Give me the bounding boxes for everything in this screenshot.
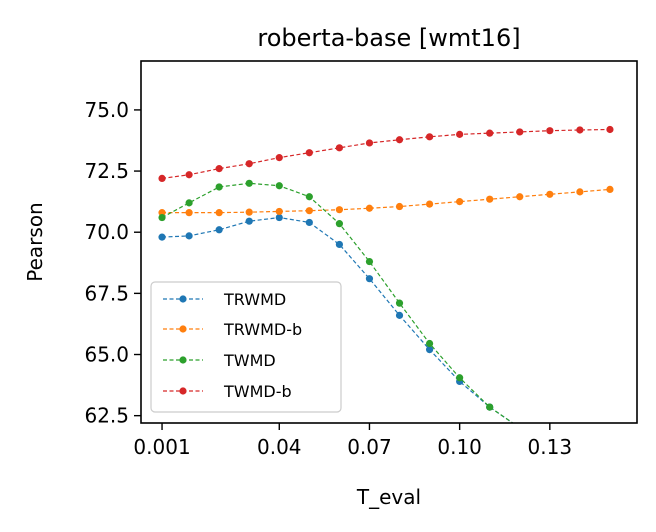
data-point-twmd: [245, 179, 253, 187]
legend-item-twmd-b: TWMD-b: [163, 382, 292, 401]
data-point-twmd-b: [456, 130, 464, 138]
data-point-trwmd: [305, 218, 313, 227]
data-point-twmd: [215, 183, 223, 191]
data-point-trwmd-b: [185, 209, 193, 217]
y-tick-label: 75.0: [84, 98, 129, 122]
x-tick-label: 0.001: [133, 435, 190, 459]
data-point-twmd-b: [606, 125, 614, 134]
data-point-twmd: [456, 374, 464, 382]
data-point-trwmd-b: [576, 188, 584, 196]
series-layer: [158, 125, 614, 466]
y-tick-label: 72.5: [84, 159, 129, 183]
data-point-twmd-b: [365, 139, 374, 147]
data-point-trwmd: [335, 240, 343, 249]
data-point-trwmd-b: [395, 202, 404, 211]
data-point-trwmd: [516, 424, 523, 431]
legend-item-trwmd-b: TRWMD-b: [163, 320, 302, 339]
data-point-trwmd-b: [215, 209, 223, 217]
data-point-twmd: [158, 213, 166, 222]
data-point-twmd-b: [335, 144, 343, 152]
data-point-twmd: [486, 403, 494, 411]
data-point-twmd: [305, 193, 313, 201]
data-point-twmd-b: [425, 133, 434, 141]
data-point-trwmd-b: [335, 206, 343, 214]
legend-label-trwmd: TRWMD: [223, 290, 286, 309]
data-point-twmd: [425, 339, 434, 348]
legend-label-twmd: TWMD: [223, 351, 276, 370]
data-point-trwmd: [185, 232, 193, 240]
data-point-trwmd: [576, 449, 583, 456]
data-point-twmd: [275, 182, 283, 190]
chart-title: roberta-base [wmt16]: [257, 24, 520, 52]
x-axis-ticks: 0.001 0.04 0.07 0.10 0.13: [133, 423, 572, 459]
data-point-trwmd-b: [365, 204, 374, 212]
x-tick-label: 0.07: [347, 435, 392, 459]
data-point-twmd: [185, 199, 193, 207]
legend-label-trwmd-b: TRWMD-b: [223, 320, 302, 339]
plot-frame: [140, 60, 638, 424]
x-axis-label: T_eval: [356, 485, 421, 509]
data-point-trwmd: [425, 346, 434, 354]
series-line-twmd: [161, 182, 514, 423]
data-point-twmd: [335, 220, 343, 228]
data-point-trwmd-b: [305, 207, 313, 215]
data-point-trwmd: [245, 217, 253, 225]
data-point-trwmd-b: [486, 195, 494, 203]
data-point-trwmd-b: [606, 185, 614, 194]
data-point-twmd: [576, 449, 583, 456]
data-point-twmd-b: [158, 174, 166, 183]
data-point-trwmd-b: [245, 208, 253, 216]
data-point-trwmd: [606, 459, 613, 466]
data-point-trwmd: [395, 311, 404, 319]
data-point-twmd-b: [516, 128, 524, 136]
y-tick-label: 70.0: [84, 220, 129, 244]
legend-label-twmd-b: TWMD-b: [223, 382, 292, 401]
x-tick-label: 0.04: [257, 435, 302, 459]
y-axis-ticks: 62.5 65.0 67.5 70.0 72.5 75.0: [84, 98, 141, 428]
legend-item-twmd: TWMD: [163, 351, 276, 370]
data-point-twmd-b: [546, 127, 554, 135]
data-point-trwmd-b: [456, 198, 464, 206]
data-point-trwmd-b: [275, 207, 283, 216]
data-point-twmd-b: [245, 160, 253, 168]
data-point-twmd-b: [395, 136, 404, 144]
series-line-trwmd-b: [162, 188, 610, 214]
data-point-trwmd: [275, 213, 283, 222]
data-point-twmd-b: [305, 149, 313, 157]
y-axis-label: Pearson: [23, 202, 47, 281]
y-tick-label: 65.0: [84, 343, 129, 367]
x-tick-label: 0.10: [437, 435, 482, 459]
legend-marker-trwmd: [179, 295, 187, 303]
series-line-twmd-b: [161, 128, 610, 180]
legend-marker-twmd-b: [179, 387, 187, 395]
data-point-twmd: [606, 459, 613, 466]
data-point-twmd: [395, 299, 404, 307]
legend-marker-trwmd-b: [179, 325, 187, 333]
data-point-trwmd-b: [516, 193, 524, 201]
y-tick-label: 62.5: [84, 404, 129, 428]
data-point-trwmd: [158, 233, 166, 241]
legend-box: [150, 281, 342, 413]
data-point-twmd: [516, 424, 523, 431]
data-point-trwmd: [365, 275, 374, 283]
legend: TRWMD TRWMD-b TWMD TWMD-b: [150, 281, 342, 413]
series-line-trwmd: [162, 216, 514, 423]
data-point-twmd-b: [185, 171, 193, 179]
data-point-trwmd-b: [425, 200, 434, 208]
data-point-twmd-b: [275, 154, 283, 162]
data-point-twmd-b: [486, 129, 494, 137]
x-tick-label: 0.13: [528, 435, 573, 459]
legend-item-trwmd: TRWMD: [163, 290, 286, 309]
data-point-trwmd: [215, 226, 223, 234]
y-tick-label: 67.5: [84, 281, 129, 305]
data-point-trwmd-b: [546, 190, 554, 198]
legend-marker-twmd: [179, 356, 187, 364]
data-point-twmd-b: [576, 126, 584, 134]
data-point-twmd-b: [215, 165, 223, 173]
data-point-twmd: [365, 257, 374, 266]
